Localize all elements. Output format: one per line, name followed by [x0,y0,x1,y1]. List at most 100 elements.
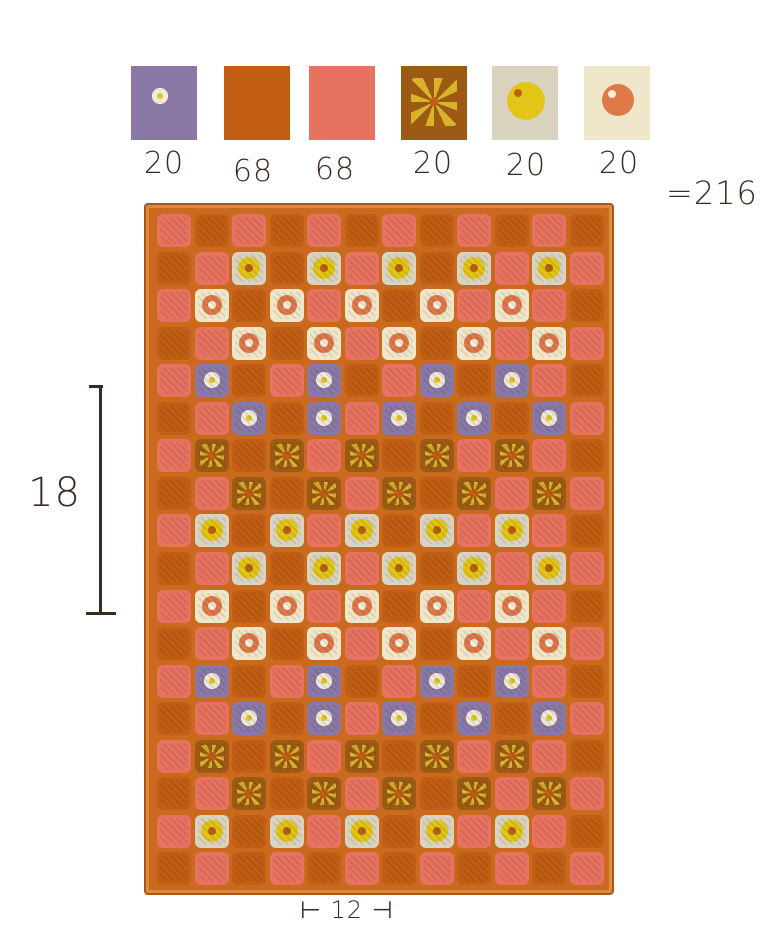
square-motif [537,481,561,505]
square-motif [391,710,407,727]
blanket-layout [144,203,614,895]
rust-square [532,852,566,886]
square-motif [314,332,334,353]
olive-burst-square [194,739,229,773]
square-motif [466,710,482,727]
square-motif [539,633,559,654]
square-motif [313,557,335,579]
rust-square [382,589,416,623]
rust-square [269,702,304,736]
square-motif [538,256,560,279]
granny-square-grid [156,213,606,889]
salmon-square [157,514,191,548]
olive-burst-square [457,476,491,510]
salmon-square [569,852,604,886]
sunflower-square [457,251,491,285]
square-motif [201,595,222,616]
purple-daisy-square [494,364,529,398]
height-dimension-label: 18 [28,470,81,516]
salmon-square [157,814,191,848]
total-count: =216 [666,174,758,212]
salmon-square [532,814,566,848]
square-motif [237,782,261,806]
salmon-square [569,326,604,360]
rust-square [157,627,191,661]
square-motif [463,557,485,579]
square-motif [316,710,332,727]
olive-burst-square [494,739,529,773]
square-motif [350,819,373,842]
square-motif [237,481,261,505]
rust-square [419,476,454,510]
square-motif [501,595,522,616]
burst-icon [401,66,467,140]
rust-square [269,627,304,661]
cream-flower-square [269,589,304,623]
salmon-square [194,777,229,811]
rust-square [157,777,191,811]
salmon-square [157,589,191,623]
square-motif [389,633,409,654]
sunflower-square [194,814,229,848]
purple-daisy-square [194,364,229,398]
square-motif [201,295,222,316]
purple-daisy-square [419,664,454,698]
square-motif [466,409,482,426]
salmon-square [307,289,341,323]
square-motif [349,444,374,468]
rust-square [269,476,304,510]
cream-flower-square [494,289,529,323]
sunflower-square [194,514,229,548]
square-motif [503,372,520,389]
square-motif [428,372,445,389]
purple-daisy-square [232,702,266,736]
cream-flower-square [194,289,229,323]
sunflower-square [419,814,454,848]
rust-square [269,251,304,285]
salmon-square [494,777,529,811]
cream-flower-square [382,627,416,661]
salmon-square [569,251,604,285]
purple-daisy-square [382,401,416,435]
rust-square [344,664,379,698]
salmon-square [494,326,529,360]
cream-flower-square [194,589,229,623]
salmon-square [569,627,604,661]
square-motif [350,519,373,542]
salmon-square [532,739,566,773]
flower-icon [584,66,650,140]
salmon-square [194,552,229,585]
salmon-square [307,214,341,247]
count-rust: 68 [232,154,274,189]
square-motif [349,744,374,768]
salmon-square [344,627,379,661]
purple-daisy-square [457,401,491,435]
salmon-square [569,476,604,510]
rust-square [569,214,604,247]
salmon-square [382,664,416,698]
salmon-square [194,401,229,435]
purple-daisy-square [307,664,341,698]
rust-square [232,852,266,886]
olive-burst-square [232,476,266,510]
salmon-square [157,439,191,473]
rust-square [307,852,341,886]
count-olive: 20 [412,146,454,181]
square-motif [313,256,335,279]
salmon-square [457,214,491,247]
rust-square [419,702,454,736]
olive-burst-square [269,439,304,473]
salmon-square [157,289,191,323]
sunflower-square [269,814,304,848]
sunflower-icon [492,66,558,140]
salmon-square [569,552,604,585]
rust-square [157,401,191,435]
rust-square [232,739,266,773]
salmon-square [194,251,229,285]
height-dimension-cap-bottom [86,612,116,615]
salmon-square [457,289,491,323]
salmon-square [419,852,454,886]
square-motif [276,595,297,616]
rust-square [569,589,604,623]
square-motif [239,332,259,353]
